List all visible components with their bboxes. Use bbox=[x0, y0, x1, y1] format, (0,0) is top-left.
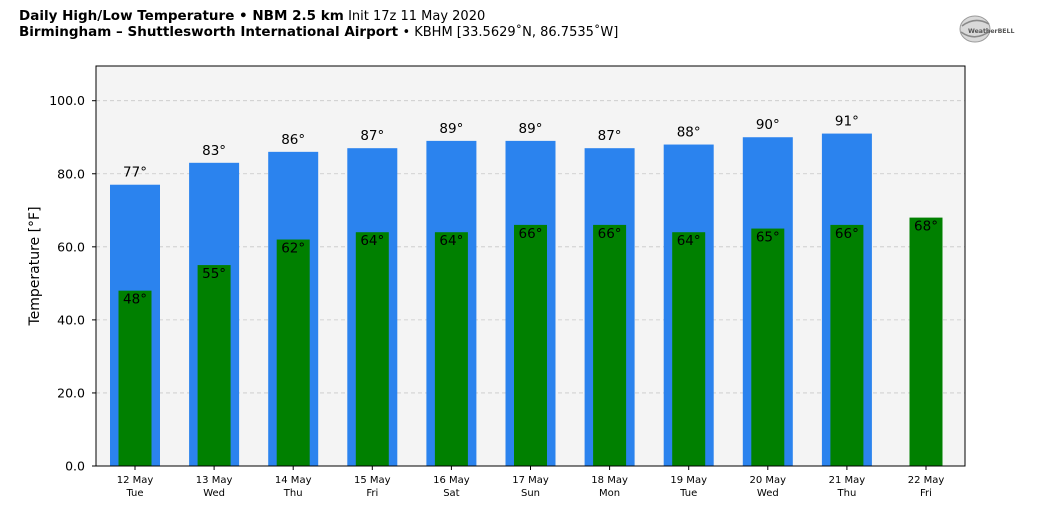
x-axis: 12 May Tue 13 May Wed 14 May Thu 15 May Fri 16 M… bbox=[117, 466, 945, 499]
low-temp-bar bbox=[830, 224, 864, 466]
init-time: Init 17z 11 May 2020 bbox=[348, 9, 486, 24]
x-tick-day: Thu bbox=[837, 488, 857, 499]
y-tick-label: 0.0 bbox=[65, 459, 85, 474]
x-tick-date: 14 May bbox=[275, 475, 312, 486]
x-tick-day: Wed bbox=[203, 488, 225, 499]
high-temp-label: 90° bbox=[756, 117, 780, 133]
x-tick-date: 16 May bbox=[433, 475, 470, 486]
bars bbox=[110, 133, 943, 467]
high-temp-label: 91° bbox=[835, 114, 859, 130]
high-temp-label: 88° bbox=[677, 125, 701, 141]
low-temp-label: 62° bbox=[281, 241, 305, 257]
low-temp-bar bbox=[434, 232, 468, 466]
high-temp-label: 87° bbox=[598, 128, 622, 144]
station-coordinates: • KBHM [33.5629˚N, 86.7535˚W] bbox=[402, 24, 619, 40]
low-temp-label: 64° bbox=[360, 233, 384, 249]
x-tick-date: 20 May bbox=[750, 475, 787, 486]
high-temp-label: 77° bbox=[123, 165, 147, 181]
weatherbell-logo: WeatherBELL bbox=[957, 12, 1019, 46]
low-temp-bar bbox=[355, 232, 389, 466]
low-temp-bar bbox=[197, 265, 231, 466]
x-tick-day: Tue bbox=[125, 488, 143, 499]
x-tick-date: 13 May bbox=[196, 475, 233, 486]
x-tick-date: 21 May bbox=[829, 475, 866, 486]
high-temp-label: 89° bbox=[439, 121, 463, 137]
chart-header: Daily High/Low Temperature • NBM 2.5 km … bbox=[19, 9, 618, 40]
x-tick-day: Wed bbox=[757, 488, 779, 499]
y-axis-label: Temperature [°F] bbox=[27, 206, 43, 326]
low-temp-label: 48° bbox=[123, 292, 147, 308]
chart-title: Daily High/Low Temperature • NBM 2.5 km bbox=[19, 8, 344, 24]
y-tick-label: 60.0 bbox=[57, 239, 85, 254]
low-temp-label: 66° bbox=[519, 226, 543, 242]
low-temp-bar bbox=[514, 224, 547, 466]
low-temp-label: 66° bbox=[598, 226, 622, 242]
low-temp-bar bbox=[672, 232, 706, 466]
header-line-1: Daily High/Low Temperature • NBM 2.5 km … bbox=[19, 9, 618, 25]
x-tick-date: 15 May bbox=[354, 475, 391, 486]
high-temp-label: 87° bbox=[360, 128, 384, 144]
x-tick-day: Sat bbox=[443, 488, 459, 499]
low-temp-bar bbox=[276, 239, 310, 466]
data-labels: 77° 48° 83° 55° 86° 62° 87° 64° 89° 64° 89° 66° 87° 6… bbox=[123, 114, 938, 308]
header-line-2: Birmingham – Shuttlesworth International… bbox=[19, 23, 619, 41]
low-temp-bar bbox=[909, 217, 943, 466]
x-tick-day: Fri bbox=[366, 488, 378, 499]
logo-text: WeatherBELL bbox=[968, 28, 1014, 35]
globe-swirl-icon bbox=[959, 15, 991, 43]
y-tick-label: 80.0 bbox=[57, 166, 85, 181]
low-temp-label: 55° bbox=[202, 266, 226, 282]
low-temp-label: 64° bbox=[439, 233, 463, 249]
low-temp-label: 68° bbox=[914, 219, 938, 235]
x-tick-day: Tue bbox=[679, 488, 697, 499]
station-name: Birmingham – Shuttlesworth International… bbox=[19, 23, 399, 40]
low-temp-label: 66° bbox=[835, 226, 859, 242]
low-temp-bar bbox=[593, 224, 627, 466]
x-tick-day: Sun bbox=[521, 488, 540, 499]
y-tick-label: 20.0 bbox=[57, 385, 85, 400]
y-axis: 0.0 20.0 40.0 60.0 80.0 100.0 bbox=[49, 93, 96, 474]
x-tick-date: 17 May bbox=[512, 475, 549, 486]
high-temp-label: 86° bbox=[281, 132, 305, 148]
y-tick-label: 40.0 bbox=[57, 312, 85, 327]
x-tick-date: 18 May bbox=[591, 475, 628, 486]
x-tick-date: 19 May bbox=[670, 475, 707, 486]
low-temp-bar bbox=[751, 228, 785, 466]
x-tick-day: Mon bbox=[599, 488, 620, 499]
low-temp-label: 64° bbox=[677, 233, 701, 249]
high-temp-label: 89° bbox=[519, 121, 543, 137]
x-tick-day: Fri bbox=[920, 488, 932, 499]
x-tick-day: Thu bbox=[283, 488, 303, 499]
high-temp-label: 83° bbox=[202, 143, 226, 159]
x-tick-date: 12 May bbox=[117, 475, 154, 486]
y-tick-label: 100.0 bbox=[49, 93, 85, 108]
low-temp-bar bbox=[118, 290, 152, 466]
x-tick-date: 22 May bbox=[908, 475, 945, 486]
low-temp-label: 65° bbox=[756, 230, 780, 246]
